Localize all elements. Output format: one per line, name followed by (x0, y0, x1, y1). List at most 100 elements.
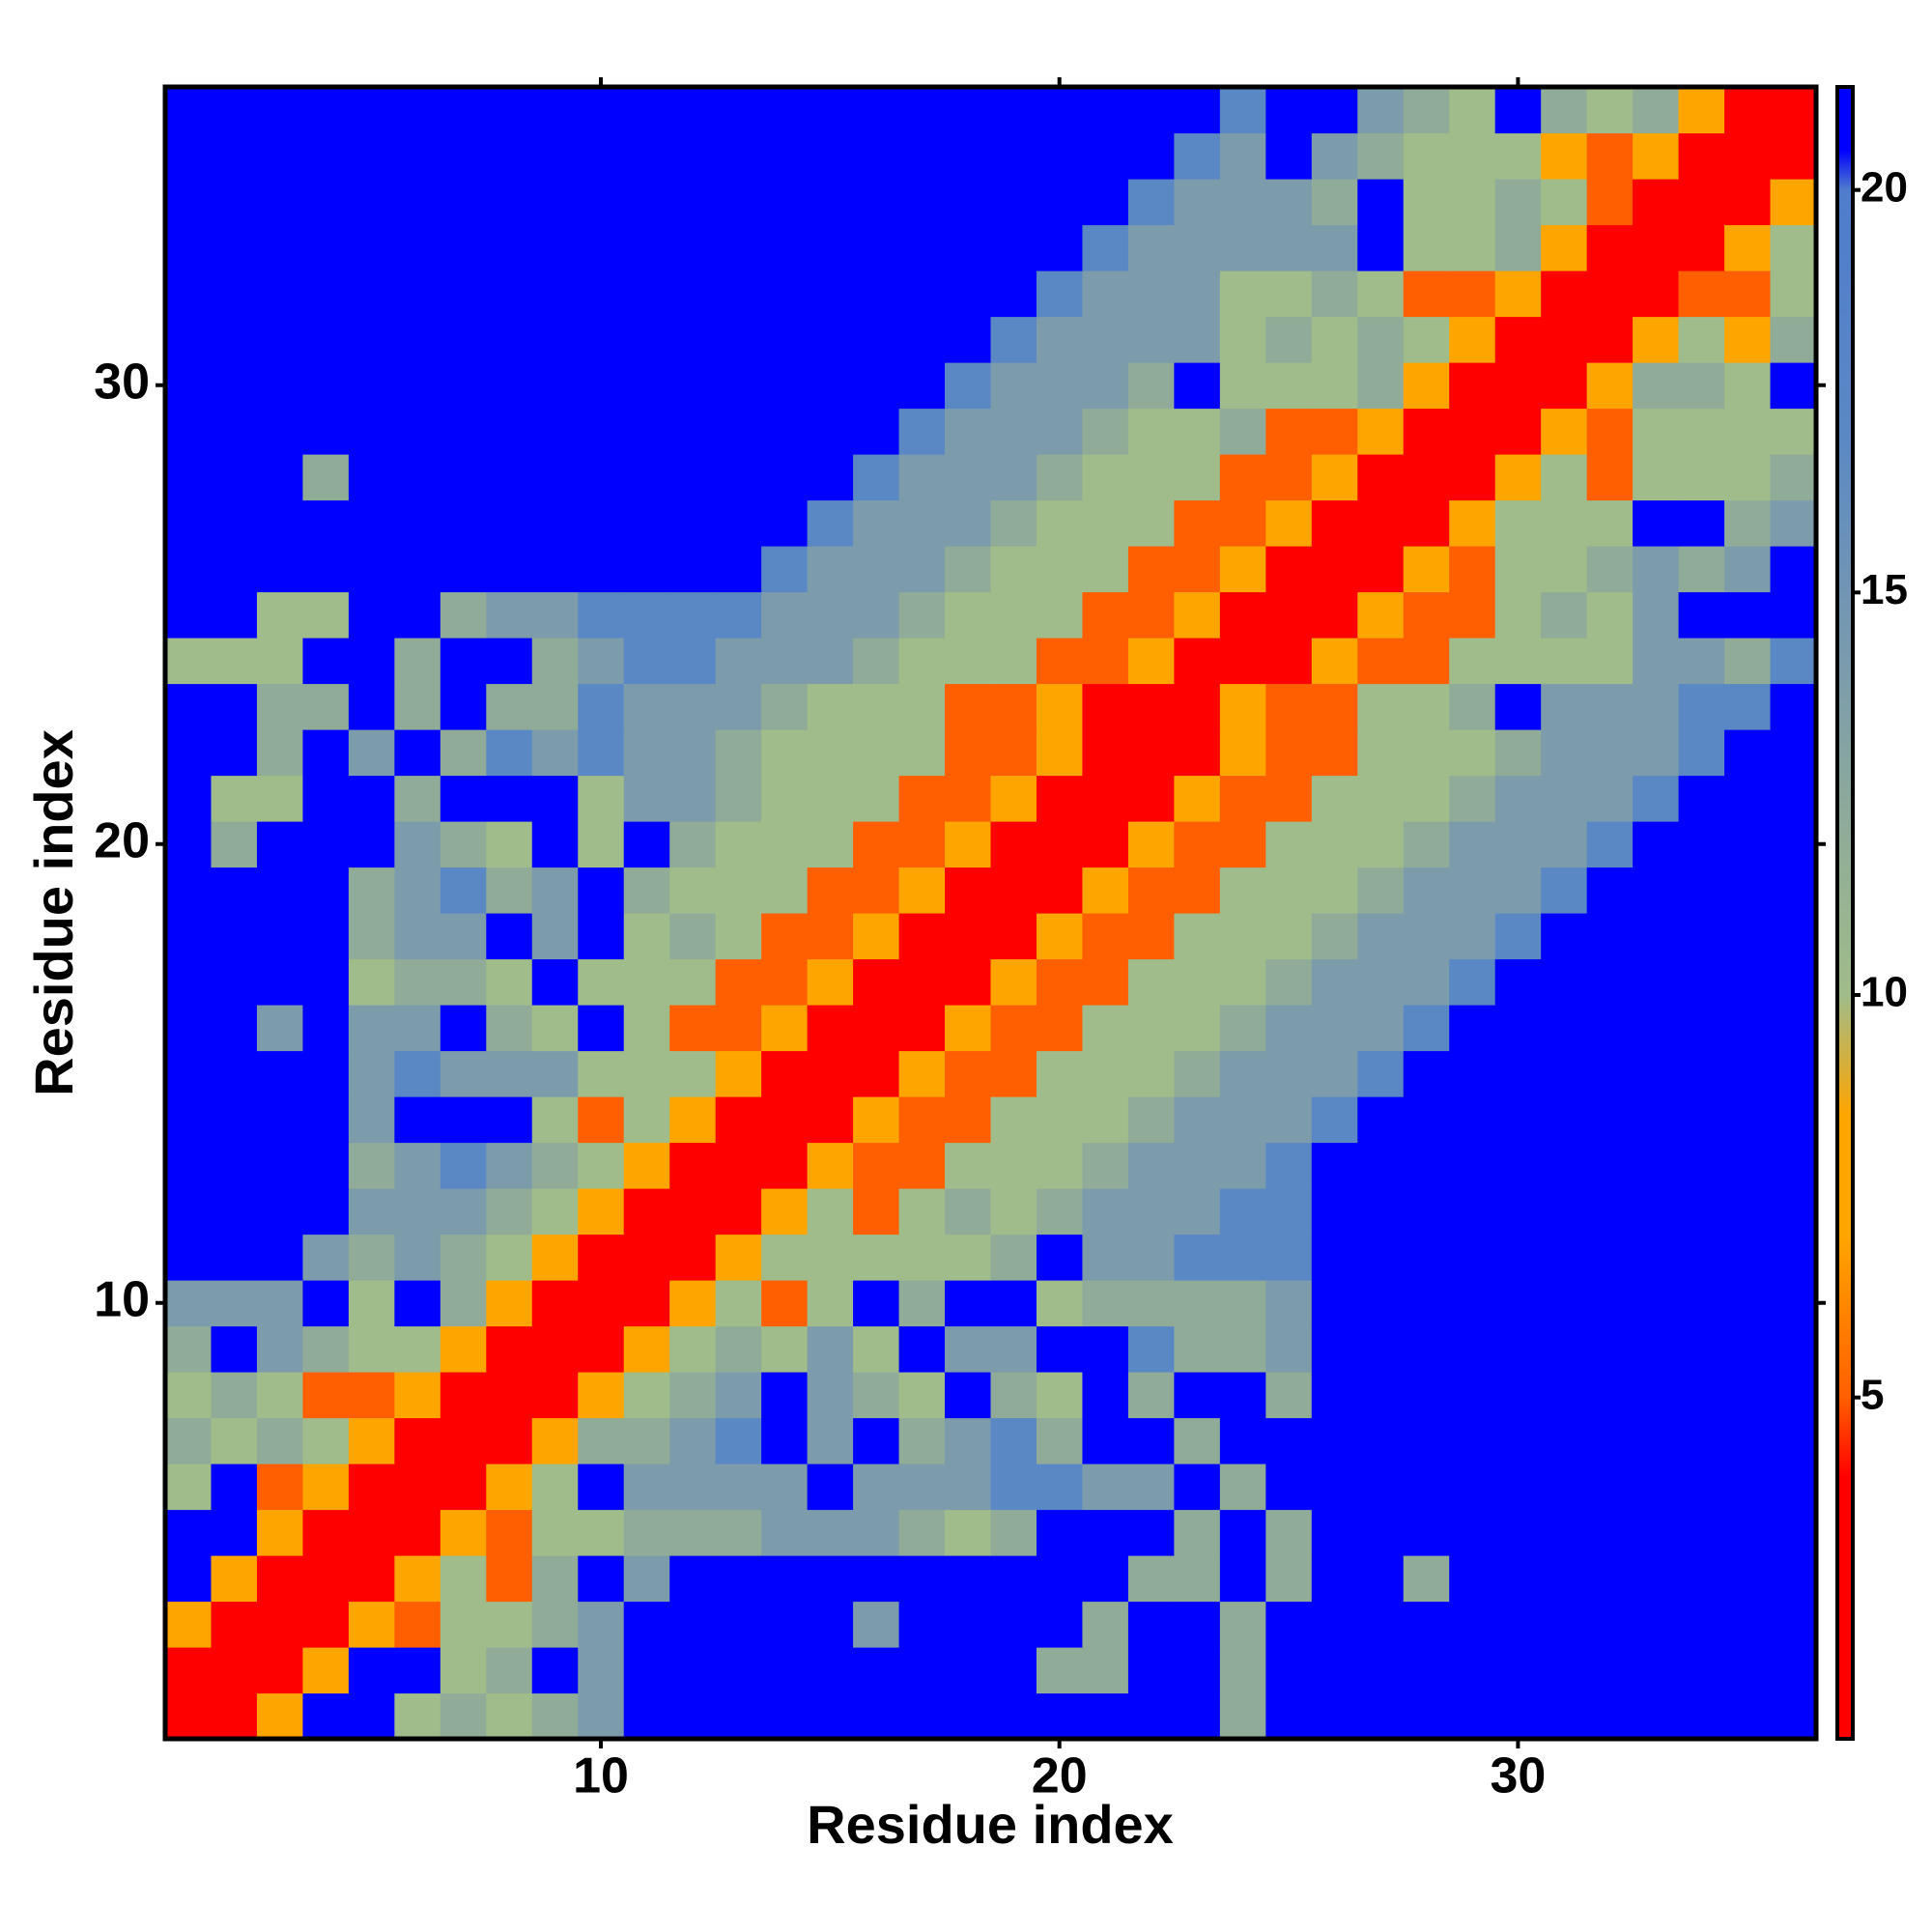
heatmap-cell (623, 775, 670, 822)
heatmap-cell (1311, 1280, 1358, 1327)
heatmap-cell (853, 1005, 900, 1052)
heatmap-cell (1174, 546, 1221, 593)
heatmap-cell (1724, 270, 1772, 318)
heatmap-cell (1357, 1647, 1405, 1694)
heatmap-cell (1541, 546, 1588, 593)
heatmap-cell (394, 1280, 441, 1327)
heatmap-cell (1174, 1325, 1221, 1373)
heatmap-cell (1219, 1142, 1266, 1189)
heatmap-cell (898, 1601, 946, 1648)
heatmap-cell (1036, 499, 1084, 547)
heatmap-cell (1678, 775, 1725, 822)
heatmap-cell (1127, 958, 1175, 1006)
heatmap-cell (853, 546, 900, 593)
heatmap-cell (394, 1417, 441, 1464)
heatmap-cell (348, 683, 395, 730)
heatmap-cell (1633, 913, 1680, 960)
heatmap-cell (211, 1005, 258, 1052)
heatmap-cell (990, 1509, 1037, 1556)
heatmap-cell (1770, 683, 1817, 730)
heatmap-cell (1082, 821, 1129, 868)
heatmap-cell (1127, 1647, 1175, 1694)
heatmap-cell (1174, 1692, 1221, 1740)
heatmap-cell (211, 1417, 258, 1464)
heatmap-cell (1633, 821, 1680, 868)
heatmap-cell (256, 408, 304, 455)
heatmap-cell (761, 867, 809, 914)
plot-frame (162, 84, 1819, 1742)
heatmap-cell (669, 1280, 717, 1327)
heatmap-cell (1541, 729, 1588, 777)
heatmap-cell (761, 1692, 809, 1740)
heatmap-cell (1403, 775, 1450, 822)
heatmap-cell (256, 1096, 304, 1144)
heatmap-cell (1357, 1096, 1405, 1144)
heatmap-cell (486, 821, 533, 868)
heatmap-cell (394, 821, 441, 868)
heatmap-cell (1633, 1325, 1680, 1373)
heatmap-cell (623, 1692, 670, 1740)
heatmap-cell (256, 1601, 304, 1648)
heatmap-cell (1127, 1509, 1175, 1556)
heatmap-cell (1541, 224, 1588, 271)
heatmap-cell (1174, 1005, 1221, 1052)
heatmap-cell (1265, 591, 1313, 639)
heatmap-cell (1633, 1096, 1680, 1144)
heatmap-cell (1357, 499, 1405, 547)
heatmap-cell (440, 1325, 487, 1373)
heatmap-cell (1633, 1372, 1680, 1419)
heatmap-cell (669, 821, 717, 868)
heatmap-cell (898, 1280, 946, 1327)
heatmap-cell (761, 1647, 809, 1694)
heatmap-cell (1174, 224, 1221, 271)
heatmap-cell (531, 408, 579, 455)
heatmap-cell (394, 1096, 441, 1144)
heatmap-cell (1036, 362, 1084, 410)
heatmap-cell (1678, 1050, 1725, 1097)
heatmap-cell (1127, 454, 1175, 501)
heatmap-cell (578, 913, 625, 960)
heatmap-cell (302, 270, 350, 318)
heatmap-cell (715, 1555, 762, 1603)
heatmap-cell (1082, 132, 1129, 180)
heatmap-cell (578, 1096, 625, 1144)
heatmap-cell (302, 867, 350, 914)
heatmap-cell (1403, 499, 1450, 547)
heatmap-cell (853, 867, 900, 914)
heatmap-cell (1770, 821, 1817, 868)
heatmap-cell (807, 270, 854, 318)
heatmap-cell (165, 867, 213, 914)
heatmap-cell (669, 454, 717, 501)
heatmap-cell (440, 775, 487, 822)
heatmap-cell (898, 132, 946, 180)
heatmap-cell (1082, 638, 1129, 685)
heatmap-cell (853, 1234, 900, 1281)
heatmap-cell (440, 1555, 487, 1603)
heatmap-cell (1311, 132, 1358, 180)
heatmap-cell (945, 499, 992, 547)
y-tick-label: 30 (94, 354, 150, 410)
heatmap-cell (1082, 1005, 1129, 1052)
heatmap-cell (1678, 1188, 1725, 1236)
heatmap-cell (1082, 1417, 1129, 1464)
heatmap-cell (440, 1005, 487, 1052)
heatmap-cell (1082, 867, 1129, 914)
heatmap-cell (945, 1555, 992, 1603)
heatmap-cell (1127, 1555, 1175, 1603)
heatmap-cell (945, 1188, 992, 1236)
heatmap-cell (898, 1096, 946, 1144)
heatmap-cell (1219, 179, 1266, 226)
heatmap-cell (990, 1234, 1037, 1281)
heatmap-cell (1311, 591, 1358, 639)
heatmap-cell (1082, 1509, 1129, 1556)
heatmap-cell (1357, 454, 1405, 501)
heatmap-cell (531, 729, 579, 777)
heatmap-cell (394, 132, 441, 180)
heatmap-cell (1311, 1601, 1358, 1648)
heatmap-cell (715, 1234, 762, 1281)
heatmap-cell (669, 270, 717, 318)
heatmap-cell (1036, 87, 1084, 134)
heatmap-cell (348, 913, 395, 960)
heatmap-cell (486, 1325, 533, 1373)
heatmap-cell (1633, 316, 1680, 363)
